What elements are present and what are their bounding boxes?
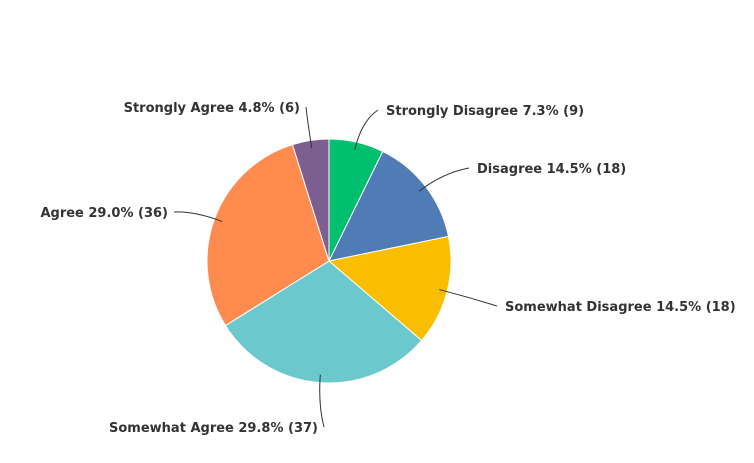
slice-label: Somewhat Disagree 14.5% (18) [505, 300, 736, 315]
slice-label: Disagree 14.5% (18) [477, 162, 626, 177]
leader-line [173, 211, 223, 222]
slice-label: Strongly Disagree 7.3% (9) [386, 104, 584, 119]
leader-line [439, 289, 498, 307]
slice-label: Agree 29.0% (36) [40, 206, 168, 221]
leader-line [305, 106, 313, 149]
slice-label: Strongly Agree 4.8% (6) [124, 101, 300, 116]
leader-line [354, 109, 379, 151]
leader-line [319, 374, 325, 428]
leader-line [418, 167, 470, 192]
slice-label: Somewhat Agree 29.8% (37) [109, 421, 318, 436]
